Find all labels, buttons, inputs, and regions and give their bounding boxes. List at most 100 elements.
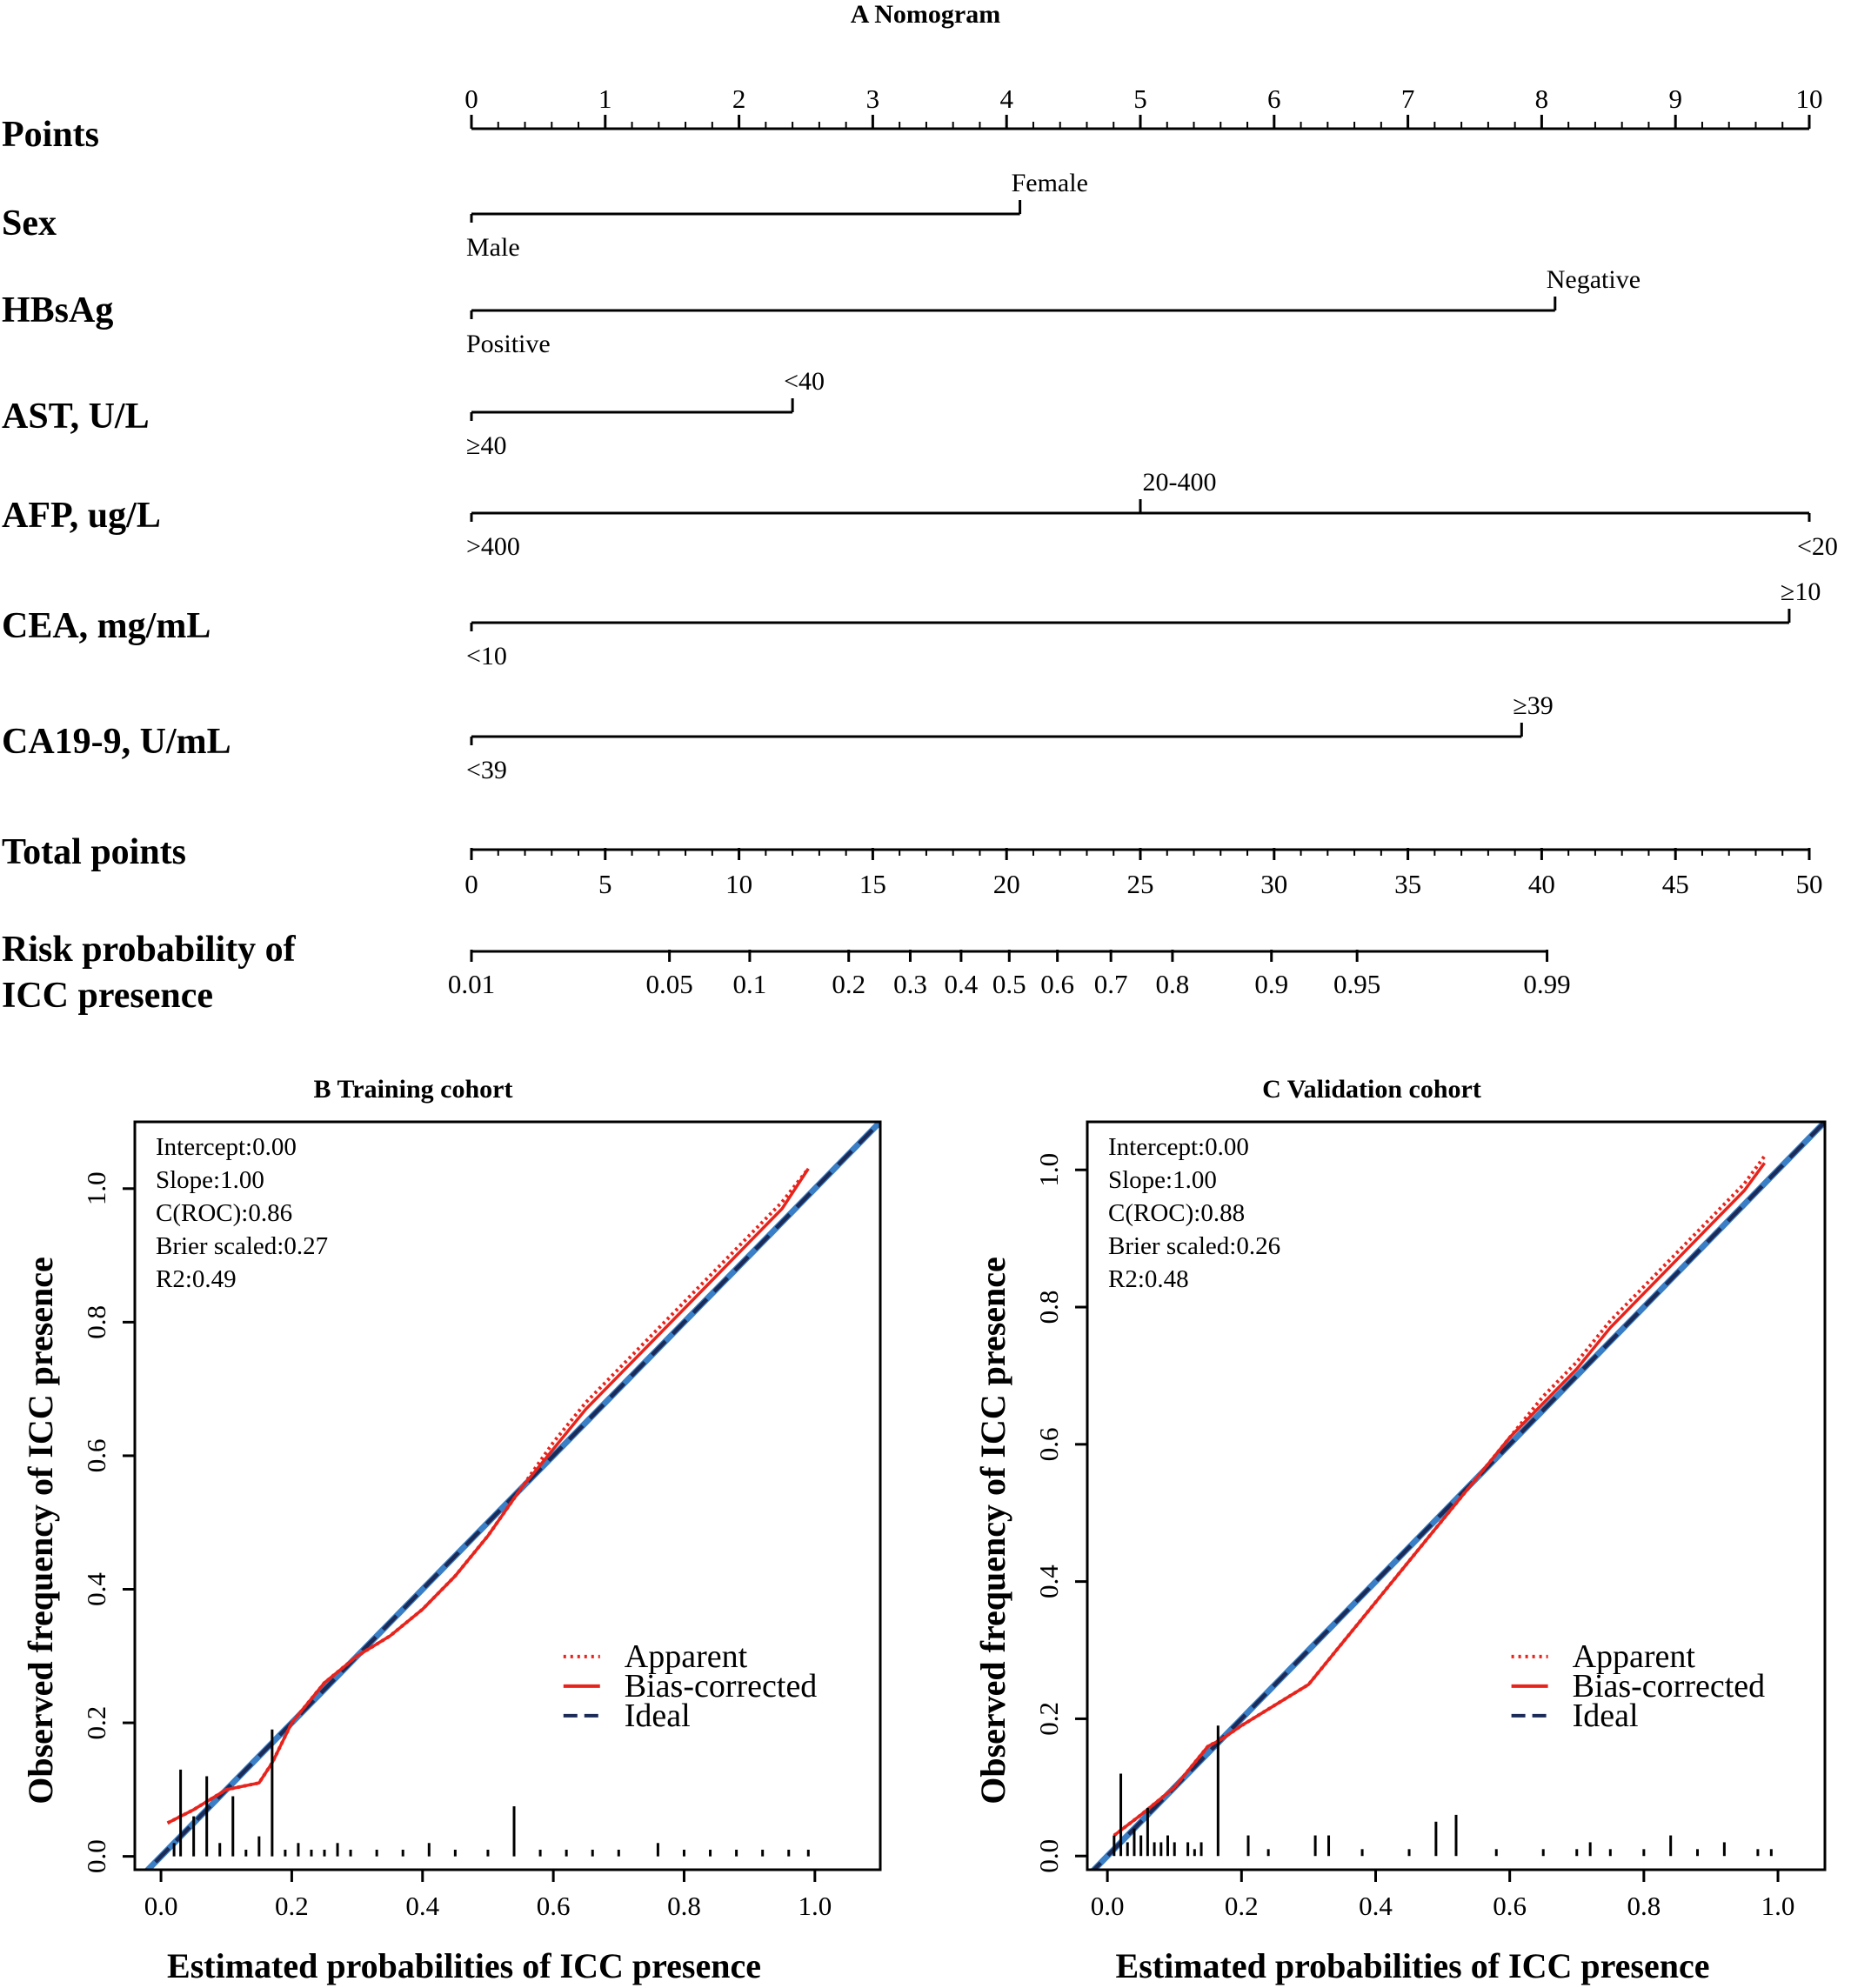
plot-frame <box>133 1120 882 1871</box>
total-points-tick-label: 30 <box>1260 869 1287 899</box>
bias-corrected-line <box>166 1167 810 1825</box>
ideal-line-underlay <box>1089 1122 1825 1870</box>
stat-line: Intercept:0.00 <box>1108 1133 1249 1161</box>
risk-tick-label: 0.5 <box>992 969 1026 999</box>
total-points-tick-label: 50 <box>1796 869 1823 899</box>
y-tick-label: 0.0 <box>81 1839 111 1873</box>
total-points-tick-label: 45 <box>1662 869 1689 899</box>
risk-tick-label: 0.1 <box>733 969 767 999</box>
variable-label: CEA, mg/mL <box>2 606 210 646</box>
panel-b-title: B Training cohort <box>314 1075 513 1104</box>
bias-corrected-line <box>1113 1162 1767 1837</box>
variable-label: CA19-9, U/mL <box>2 722 231 762</box>
points-tick-label: 5 <box>1133 83 1147 114</box>
x-tick-label: 1.0 <box>798 1891 832 1921</box>
x-tick-label: 0.4 <box>1359 1891 1393 1921</box>
variable-label: AST, U/L <box>2 397 150 437</box>
points-tick-label: 4 <box>999 83 1013 114</box>
variable-level-label: Negative <box>1547 265 1641 294</box>
x-tick-label: 0.0 <box>144 1891 178 1921</box>
variable-label: HBsAg <box>2 290 113 330</box>
points-tick-label: 0 <box>464 83 478 114</box>
y-tick-label: 0.6 <box>81 1439 111 1473</box>
variable-level-label: >400 <box>466 532 520 561</box>
apparent-line <box>166 1167 810 1825</box>
points-tick-label: 7 <box>1401 83 1415 114</box>
risk-tick-label: 0.9 <box>1254 969 1288 999</box>
x-axis-title: Estimated probabilities of ICC presence <box>167 1946 761 1985</box>
variable-level-label: ≥10 <box>1781 577 1821 606</box>
risk-axis-label-line-2: ICC presence <box>2 976 213 1016</box>
variable-label: AFP, ug/L <box>2 496 161 536</box>
stat-line: R2:0.48 <box>1108 1265 1189 1293</box>
x-tick-label: 0.0 <box>1091 1891 1125 1921</box>
risk-tick-label: 0.4 <box>945 969 979 999</box>
points-axis-label: Points <box>2 115 99 155</box>
y-tick-label: 0.0 <box>1033 1839 1064 1873</box>
legend-entry: Bias-corrected <box>1573 1668 1766 1704</box>
variable-level-label: <39 <box>466 756 507 784</box>
x-axis-title: Estimated probabilities of ICC presence <box>1116 1946 1710 1985</box>
total-points-tick-label: 25 <box>1127 869 1154 899</box>
stat-line: C(ROC):0.88 <box>1108 1199 1245 1227</box>
points-tick-label: 3 <box>866 83 880 114</box>
risk-tick-label: 0.2 <box>832 969 865 999</box>
risk-tick-label: 0.05 <box>645 969 692 999</box>
x-tick-label: 0.8 <box>667 1891 701 1921</box>
y-tick-label: 0.8 <box>81 1305 111 1339</box>
points-tick-label: 1 <box>598 83 612 114</box>
y-tick-label: 0.2 <box>1033 1702 1064 1736</box>
calibration-plot-training: 0.0 0.2 0.4 0.6 0.8 1.0 0.0 0.2 0.4 0.6 0.8 1.0 Esti… <box>21 1120 882 1985</box>
y-tick-label: 1.0 <box>81 1171 111 1205</box>
risk-tick-label: 0.3 <box>893 969 927 999</box>
legend-entry: Apparent <box>625 1638 748 1675</box>
legend-entry: Apparent <box>1573 1638 1696 1675</box>
risk-tick-label: 0.6 <box>1040 969 1074 999</box>
y-axis-title: Observed frequency of ICC presence <box>973 1257 1012 1805</box>
variable-level-label: ≥39 <box>1513 691 1553 720</box>
x-tick-label: 0.4 <box>405 1891 439 1921</box>
ideal-line <box>144 1122 880 1870</box>
y-axis-title: Observed frequency of ICC presence <box>21 1257 60 1805</box>
x-tick-label: 0.8 <box>1627 1891 1661 1921</box>
x-tick-label: 0.6 <box>1493 1891 1527 1921</box>
variable-level-label: <40 <box>784 367 825 396</box>
legend-entry: Bias-corrected <box>625 1668 818 1704</box>
y-tick-label: 0.6 <box>1033 1427 1064 1461</box>
points-tick-label: 8 <box>1535 83 1549 114</box>
total-points-tick-label: 40 <box>1528 869 1555 899</box>
risk-tick-label: 0.01 <box>448 969 495 999</box>
stat-line: C(ROC):0.86 <box>156 1199 292 1227</box>
x-tick-label: 0.6 <box>537 1891 571 1921</box>
y-tick-label: 0.4 <box>81 1572 111 1606</box>
panel-a-title: A Nomogram <box>851 0 1000 29</box>
y-tick-label: 0.2 <box>81 1706 111 1740</box>
legend-entry: Ideal <box>1573 1698 1639 1734</box>
risk-axis-label-line-1: Risk probability of <box>2 930 297 970</box>
x-tick-label: 1.0 <box>1761 1891 1795 1921</box>
y-tick-label: 0.8 <box>1033 1291 1064 1324</box>
points-tick-label: 9 <box>1668 83 1682 114</box>
points-tick-label: 2 <box>732 83 746 114</box>
stat-line: Intercept:0.00 <box>156 1133 297 1161</box>
variable-level-label: 20-400 <box>1143 468 1217 497</box>
y-tick-label: 1.0 <box>1033 1153 1064 1187</box>
risk-tick-label: 0.95 <box>1333 969 1380 999</box>
variable-level-label: Female <box>1012 169 1088 197</box>
y-tick-label: 0.4 <box>1033 1564 1064 1598</box>
calibration-plot-validation: 0.0 0.2 0.4 0.6 0.8 1.0 0.0 0.2 0.4 0.6 0.8 1.0 Esti… <box>973 1120 1827 1985</box>
total-points-tick-label: 0 <box>464 869 478 899</box>
total-points-tick-label: 20 <box>993 869 1020 899</box>
risk-tick-label: 0.8 <box>1156 969 1190 999</box>
legend-entry: Ideal <box>625 1698 691 1734</box>
variable-level-label: <10 <box>466 642 507 670</box>
stat-line: R2:0.49 <box>156 1265 237 1293</box>
stat-line: Brier scaled:0.26 <box>1108 1232 1280 1260</box>
points-tick-label: 6 <box>1267 83 1281 114</box>
variable-level-label: ≥40 <box>466 431 506 460</box>
risk-tick-label: 0.7 <box>1094 969 1128 999</box>
plot-frame <box>1086 1120 1827 1871</box>
x-tick-label: 0.2 <box>275 1891 309 1921</box>
